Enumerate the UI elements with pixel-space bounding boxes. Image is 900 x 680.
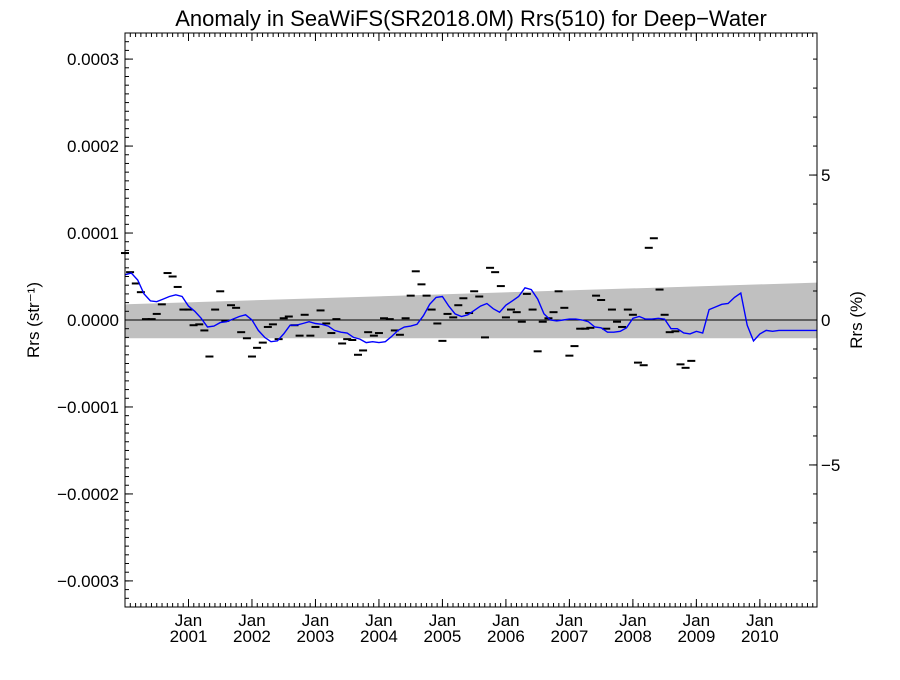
- x-tick-year: 2002: [233, 627, 271, 646]
- x-tick-year: 2009: [677, 627, 715, 646]
- y-axis-label: Rrs (str⁻¹): [24, 282, 43, 358]
- x-tick-year: 2008: [614, 627, 652, 646]
- x-tick-month: Jan: [238, 611, 265, 630]
- x-tick-year: 2006: [487, 627, 525, 646]
- smoothed-anomaly-line-layer: [124, 272, 817, 344]
- smoothed-anomaly-line: [124, 272, 817, 344]
- y-tick-label: −0.0002: [57, 485, 119, 504]
- x-tick-month: Jan: [302, 611, 329, 630]
- left-axis-ticks: 0.0003 0.0002 0.0001 0.0000 −0.0001 −0.0002 −0…: [57, 41, 133, 599]
- right-axis-ticks: 5 0 −5: [809, 58, 840, 582]
- bottom-axis-ticks: Jan2001Jan2002Jan2003Jan2004Jan2005Jan20…: [124, 33, 814, 646]
- x-tick-year: 2005: [424, 627, 462, 646]
- y-tick-label: 0.0000: [67, 311, 119, 330]
- y-tick-label: 0.0001: [67, 224, 119, 243]
- y2-tick-label: 5: [821, 166, 830, 185]
- x-tick-year: 2001: [170, 627, 208, 646]
- x-tick-year: 2003: [297, 627, 335, 646]
- x-tick-month: Jan: [619, 611, 646, 630]
- chart-title: Anomaly in SeaWiFS(SR2018.0M) Rrs(510) f…: [175, 6, 767, 31]
- x-tick-month: Jan: [683, 611, 710, 630]
- x-tick-month: Jan: [746, 611, 773, 630]
- x-tick-month: Jan: [492, 611, 519, 630]
- x-tick-year: 2010: [741, 627, 779, 646]
- y2-axis-label: Rrs (%): [847, 291, 866, 349]
- x-tick-month: Jan: [365, 611, 392, 630]
- x-tick-year: 2004: [360, 627, 398, 646]
- y2-tick-label: −5: [821, 456, 840, 475]
- y-tick-label: −0.0001: [57, 398, 119, 417]
- x-tick-month: Jan: [175, 611, 202, 630]
- y2-tick-label: 0: [821, 311, 830, 330]
- x-tick-month: Jan: [429, 611, 456, 630]
- y-tick-label: 0.0003: [67, 50, 119, 69]
- y-tick-label: −0.0003: [57, 572, 119, 591]
- x-tick-year: 2007: [550, 627, 588, 646]
- x-tick-month: Jan: [556, 611, 583, 630]
- monthly-anomaly-marks: [121, 237, 696, 369]
- y-tick-label: 0.0002: [67, 137, 119, 156]
